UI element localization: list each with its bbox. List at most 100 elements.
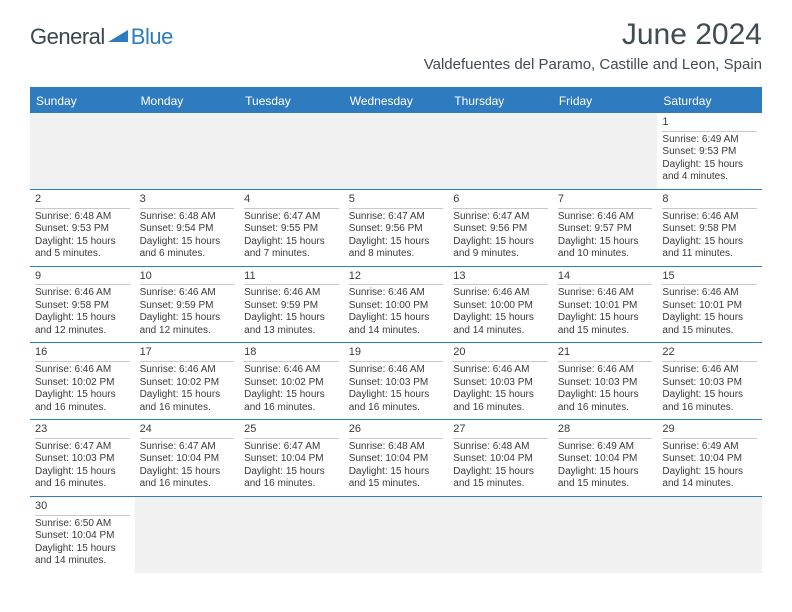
sunrise-text: Sunrise: 6:46 AM <box>140 287 235 300</box>
blank-cell <box>239 497 344 573</box>
sunrise-text: Sunrise: 6:49 AM <box>662 134 757 147</box>
blank-cell <box>135 113 240 189</box>
header: General Blue June 2024 Valdefuentes del … <box>0 0 792 79</box>
daylight-text: Daylight: 15 hours <box>349 312 444 325</box>
daylight-text: and 15 minutes. <box>349 478 444 491</box>
sunset-text: Sunset: 9:58 PM <box>35 300 130 313</box>
sunset-text: Sunset: 10:04 PM <box>453 453 548 466</box>
daylight-text: and 14 minutes. <box>349 325 444 338</box>
sunrise-text: Sunrise: 6:48 AM <box>35 211 130 224</box>
day-cell: 8Sunrise: 6:46 AMSunset: 9:58 PMDaylight… <box>657 190 762 266</box>
sunset-text: Sunset: 10:04 PM <box>140 453 235 466</box>
day-number: 2 <box>35 193 130 209</box>
daylight-text: and 6 minutes. <box>140 248 235 261</box>
sunset-text: Sunset: 10:03 PM <box>662 377 757 390</box>
daylight-text: Daylight: 15 hours <box>140 312 235 325</box>
sunrise-text: Sunrise: 6:50 AM <box>35 518 130 531</box>
sunrise-text: Sunrise: 6:46 AM <box>244 364 339 377</box>
daylight-text: and 14 minutes. <box>662 478 757 491</box>
daylight-text: Daylight: 15 hours <box>558 466 653 479</box>
daylight-text: Daylight: 15 hours <box>244 236 339 249</box>
sunrise-text: Sunrise: 6:47 AM <box>244 441 339 454</box>
day-cell: 11Sunrise: 6:46 AMSunset: 9:59 PMDayligh… <box>239 267 344 343</box>
day-number: 22 <box>662 346 757 362</box>
logo-triangle-icon <box>108 28 128 47</box>
daylight-text: and 13 minutes. <box>244 325 339 338</box>
sunrise-text: Sunrise: 6:46 AM <box>244 287 339 300</box>
daylight-text: Daylight: 15 hours <box>662 466 757 479</box>
daylight-text: and 5 minutes. <box>35 248 130 261</box>
daylight-text: Daylight: 15 hours <box>662 389 757 402</box>
sunset-text: Sunset: 9:55 PM <box>244 223 339 236</box>
day-number: 10 <box>140 270 235 286</box>
blank-cell <box>553 113 658 189</box>
day-number: 30 <box>35 500 130 516</box>
sunrise-text: Sunrise: 6:47 AM <box>35 441 130 454</box>
sunset-text: Sunset: 10:02 PM <box>140 377 235 390</box>
daylight-text: Daylight: 15 hours <box>453 389 548 402</box>
week-row: 30Sunrise: 6:50 AMSunset: 10:04 PMDaylig… <box>30 497 762 573</box>
daylight-text: and 16 minutes. <box>453 402 548 415</box>
sunset-text: Sunset: 9:59 PM <box>140 300 235 313</box>
blank-cell <box>344 497 449 573</box>
day-cell: 6Sunrise: 6:47 AMSunset: 9:56 PMDaylight… <box>448 190 553 266</box>
week-row: 16Sunrise: 6:46 AMSunset: 10:02 PMDaylig… <box>30 343 762 420</box>
sunrise-text: Sunrise: 6:46 AM <box>35 287 130 300</box>
blank-cell <box>344 113 449 189</box>
sunset-text: Sunset: 10:03 PM <box>558 377 653 390</box>
day-header: Sunday <box>30 89 135 113</box>
blank-cell <box>553 497 658 573</box>
daylight-text: and 14 minutes. <box>35 555 130 568</box>
sunset-text: Sunset: 10:04 PM <box>349 453 444 466</box>
day-cell: 7Sunrise: 6:46 AMSunset: 9:57 PMDaylight… <box>553 190 658 266</box>
sunset-text: Sunset: 10:00 PM <box>349 300 444 313</box>
blank-cell <box>448 113 553 189</box>
day-cell: 16Sunrise: 6:46 AMSunset: 10:02 PMDaylig… <box>30 343 135 419</box>
sunset-text: Sunset: 10:03 PM <box>35 453 130 466</box>
daylight-text: and 9 minutes. <box>453 248 548 261</box>
sunrise-text: Sunrise: 6:46 AM <box>349 364 444 377</box>
day-number: 25 <box>244 423 339 439</box>
day-cell: 4Sunrise: 6:47 AMSunset: 9:55 PMDaylight… <box>239 190 344 266</box>
day-header-row: Sunday Monday Tuesday Wednesday Thursday… <box>30 89 762 113</box>
sunrise-text: Sunrise: 6:48 AM <box>453 441 548 454</box>
daylight-text: and 15 minutes. <box>662 325 757 338</box>
day-cell: 10Sunrise: 6:46 AMSunset: 9:59 PMDayligh… <box>135 267 240 343</box>
daylight-text: and 10 minutes. <box>558 248 653 261</box>
logo-text-blue: Blue <box>131 24 173 50</box>
sunrise-text: Sunrise: 6:46 AM <box>662 287 757 300</box>
day-number: 11 <box>244 270 339 286</box>
day-cell: 26Sunrise: 6:48 AMSunset: 10:04 PMDaylig… <box>344 420 449 496</box>
day-number: 28 <box>558 423 653 439</box>
daylight-text: Daylight: 15 hours <box>349 389 444 402</box>
page-subtitle: Valdefuentes del Paramo, Castille and Le… <box>424 56 762 73</box>
day-number: 3 <box>140 193 235 209</box>
daylight-text: and 16 minutes. <box>244 402 339 415</box>
sunset-text: Sunset: 10:01 PM <box>662 300 757 313</box>
day-header: Thursday <box>448 89 553 113</box>
daylight-text: and 12 minutes. <box>35 325 130 338</box>
day-number: 8 <box>662 193 757 209</box>
daylight-text: Daylight: 15 hours <box>662 312 757 325</box>
day-cell: 30Sunrise: 6:50 AMSunset: 10:04 PMDaylig… <box>30 497 135 573</box>
day-number: 20 <box>453 346 548 362</box>
daylight-text: Daylight: 15 hours <box>244 389 339 402</box>
day-cell: 24Sunrise: 6:47 AMSunset: 10:04 PMDaylig… <box>135 420 240 496</box>
daylight-text: Daylight: 15 hours <box>140 389 235 402</box>
daylight-text: Daylight: 15 hours <box>35 312 130 325</box>
sunrise-text: Sunrise: 6:46 AM <box>453 287 548 300</box>
calendar: Sunday Monday Tuesday Wednesday Thursday… <box>30 87 762 573</box>
day-number: 5 <box>349 193 444 209</box>
daylight-text: Daylight: 15 hours <box>35 543 130 556</box>
daylight-text: and 16 minutes. <box>662 402 757 415</box>
day-cell: 25Sunrise: 6:47 AMSunset: 10:04 PMDaylig… <box>239 420 344 496</box>
day-number: 21 <box>558 346 653 362</box>
daylight-text: and 16 minutes. <box>35 402 130 415</box>
title-block: June 2024 Valdefuentes del Paramo, Casti… <box>424 18 762 73</box>
day-number: 29 <box>662 423 757 439</box>
week-row: 1Sunrise: 6:49 AMSunset: 9:53 PMDaylight… <box>30 113 762 190</box>
day-number: 14 <box>558 270 653 286</box>
day-cell: 3Sunrise: 6:48 AMSunset: 9:54 PMDaylight… <box>135 190 240 266</box>
blank-cell <box>30 113 135 189</box>
sunset-text: Sunset: 10:01 PM <box>558 300 653 313</box>
